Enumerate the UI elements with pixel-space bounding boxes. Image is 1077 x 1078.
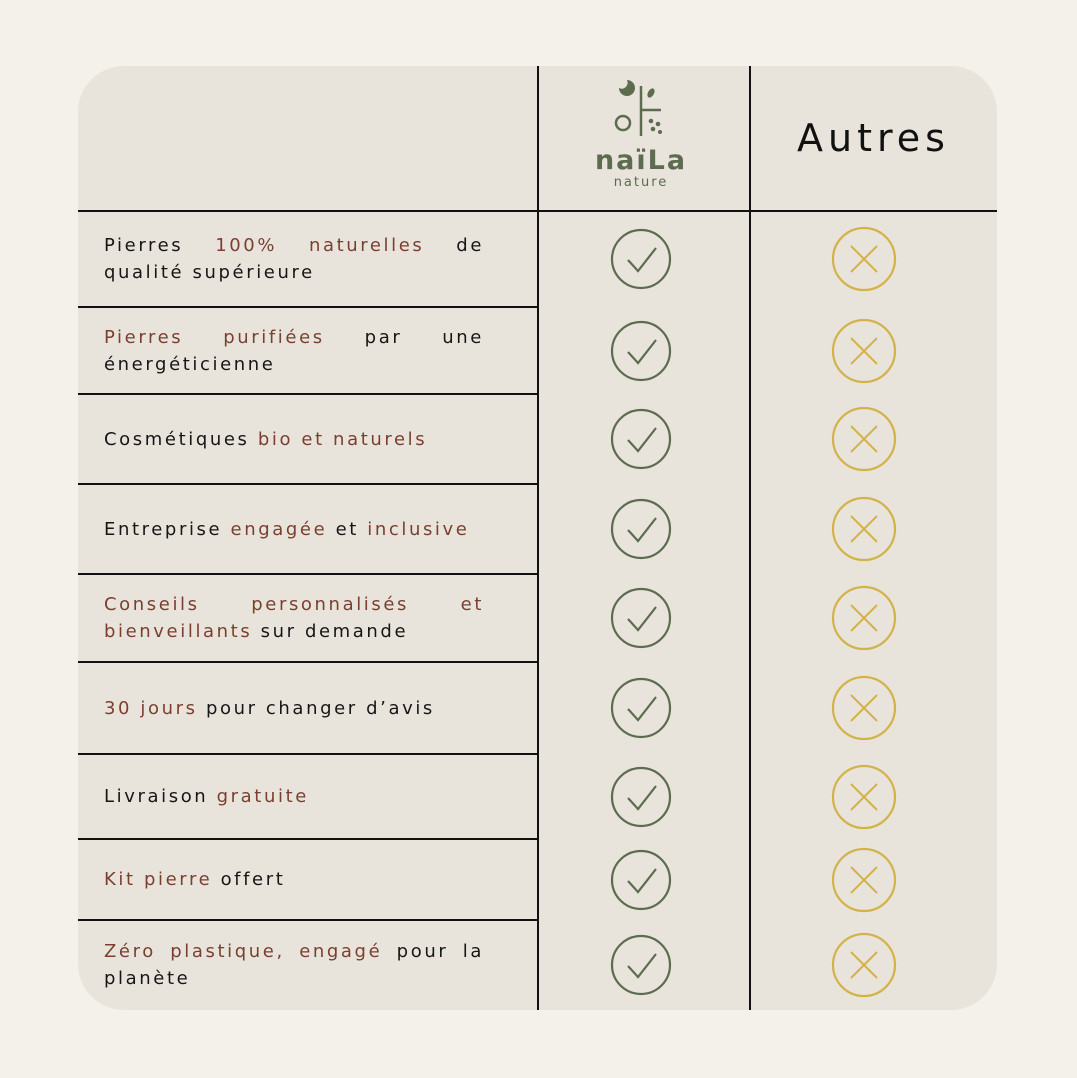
row-divider <box>78 393 538 395</box>
feature-text-part: Entreprise <box>104 518 231 540</box>
row-divider <box>78 661 538 663</box>
cross-icon <box>831 406 897 472</box>
cross-icon <box>831 496 897 562</box>
feature-text-part: pour changer d’avis <box>197 697 435 719</box>
highlight-text: Conseils personnalisés et bienveillants <box>104 594 484 642</box>
brand-tagline: nature <box>614 175 669 190</box>
brand-name: naïLa <box>595 145 687 176</box>
feature-cell: Cosmétiques bio et naturels <box>104 394 484 484</box>
feature-cell: Entreprise engagée et inclusive <box>104 484 484 574</box>
row-divider <box>78 838 538 840</box>
highlight-text: 30 jours <box>104 697 198 719</box>
brand-logo: naïLa nature <box>595 80 687 190</box>
highlight-text: Pierres purifiées <box>104 326 325 348</box>
check-icon <box>610 408 672 470</box>
comparison-table: naïLa nature Autres Pierres 100% naturel… <box>78 66 997 1010</box>
row-divider <box>78 919 538 921</box>
feature-cell: Conseils personnalisés et bienveillants … <box>104 574 484 662</box>
feature-cell: Zéro plastique, engagé pour la planète <box>104 920 484 1010</box>
cross-icon <box>831 847 897 912</box>
feature-cell: Pierres 100% naturelles de qualité supér… <box>104 211 484 307</box>
check-icon <box>610 228 672 290</box>
feature-text: Kit pierre offert <box>104 866 484 893</box>
feature-cell: Livraison gratuite <box>104 754 484 839</box>
column-divider <box>749 66 751 1010</box>
check-icon <box>610 498 672 560</box>
cross-icon <box>831 318 897 383</box>
row-divider <box>78 483 538 485</box>
highlight-text: Zéro plastique, engagé <box>104 941 383 962</box>
cross-icon <box>831 585 897 651</box>
feature-text: Pierres purifiées par une énergéticienne <box>104 324 484 378</box>
row-divider <box>78 753 538 755</box>
check-icon <box>610 934 672 996</box>
row-divider <box>78 573 538 575</box>
feature-text: Pierres 100% naturelles de qualité supér… <box>104 232 484 286</box>
feature-text: Zéro plastique, engagé pour la planète <box>104 938 484 992</box>
feature-text-part: par une énergéticienne <box>104 326 484 375</box>
feature-text: Livraison gratuite <box>104 783 484 810</box>
row-divider <box>78 306 538 308</box>
feature-text-part: Livraison <box>104 786 217 807</box>
feature-text-part: de qualité supérieure <box>104 235 484 283</box>
check-icon <box>610 677 672 739</box>
feature-text: 30 jours pour changer d’avis <box>104 695 484 722</box>
column-header: Autres <box>797 116 950 160</box>
highlight-text: engagée <box>230 518 328 540</box>
feature-text-part: Cosmétiques <box>104 428 258 450</box>
highlight-text: inclusive <box>367 518 470 540</box>
cross-icon <box>831 226 897 292</box>
check-icon <box>610 849 672 910</box>
feature-text-part: et <box>327 518 368 540</box>
feature-text: Entreprise engagée et inclusive <box>104 516 484 543</box>
highlight-text: 100% naturelles <box>215 235 425 256</box>
check-icon <box>610 766 672 827</box>
feature-text: Conseils personnalisés et bienveillants … <box>104 591 484 645</box>
feature-text-part: offert <box>212 869 286 890</box>
feature-text-part: sur demande <box>252 621 409 642</box>
highlight-text: bio et naturels <box>257 428 428 450</box>
highlight-text: gratuite <box>216 786 309 807</box>
feature-cell: Kit pierre offert <box>104 839 484 920</box>
cross-icon <box>831 932 897 998</box>
feature-cell: Pierres purifiées par une énergéticienne <box>104 307 484 394</box>
column-divider <box>537 66 539 1010</box>
header-divider <box>78 210 997 212</box>
feature-text-part: pour la planète <box>104 941 484 989</box>
cross-icon <box>831 764 897 829</box>
feature-text: Cosmétiques bio et naturels <box>104 426 484 453</box>
check-icon <box>610 587 672 649</box>
feature-text-part: Pierres <box>104 235 216 256</box>
check-icon <box>610 320 672 381</box>
cross-icon <box>831 675 897 741</box>
feature-cell: 30 jours pour changer d’avis <box>104 662 484 754</box>
highlight-text: Kit pierre <box>104 869 213 890</box>
